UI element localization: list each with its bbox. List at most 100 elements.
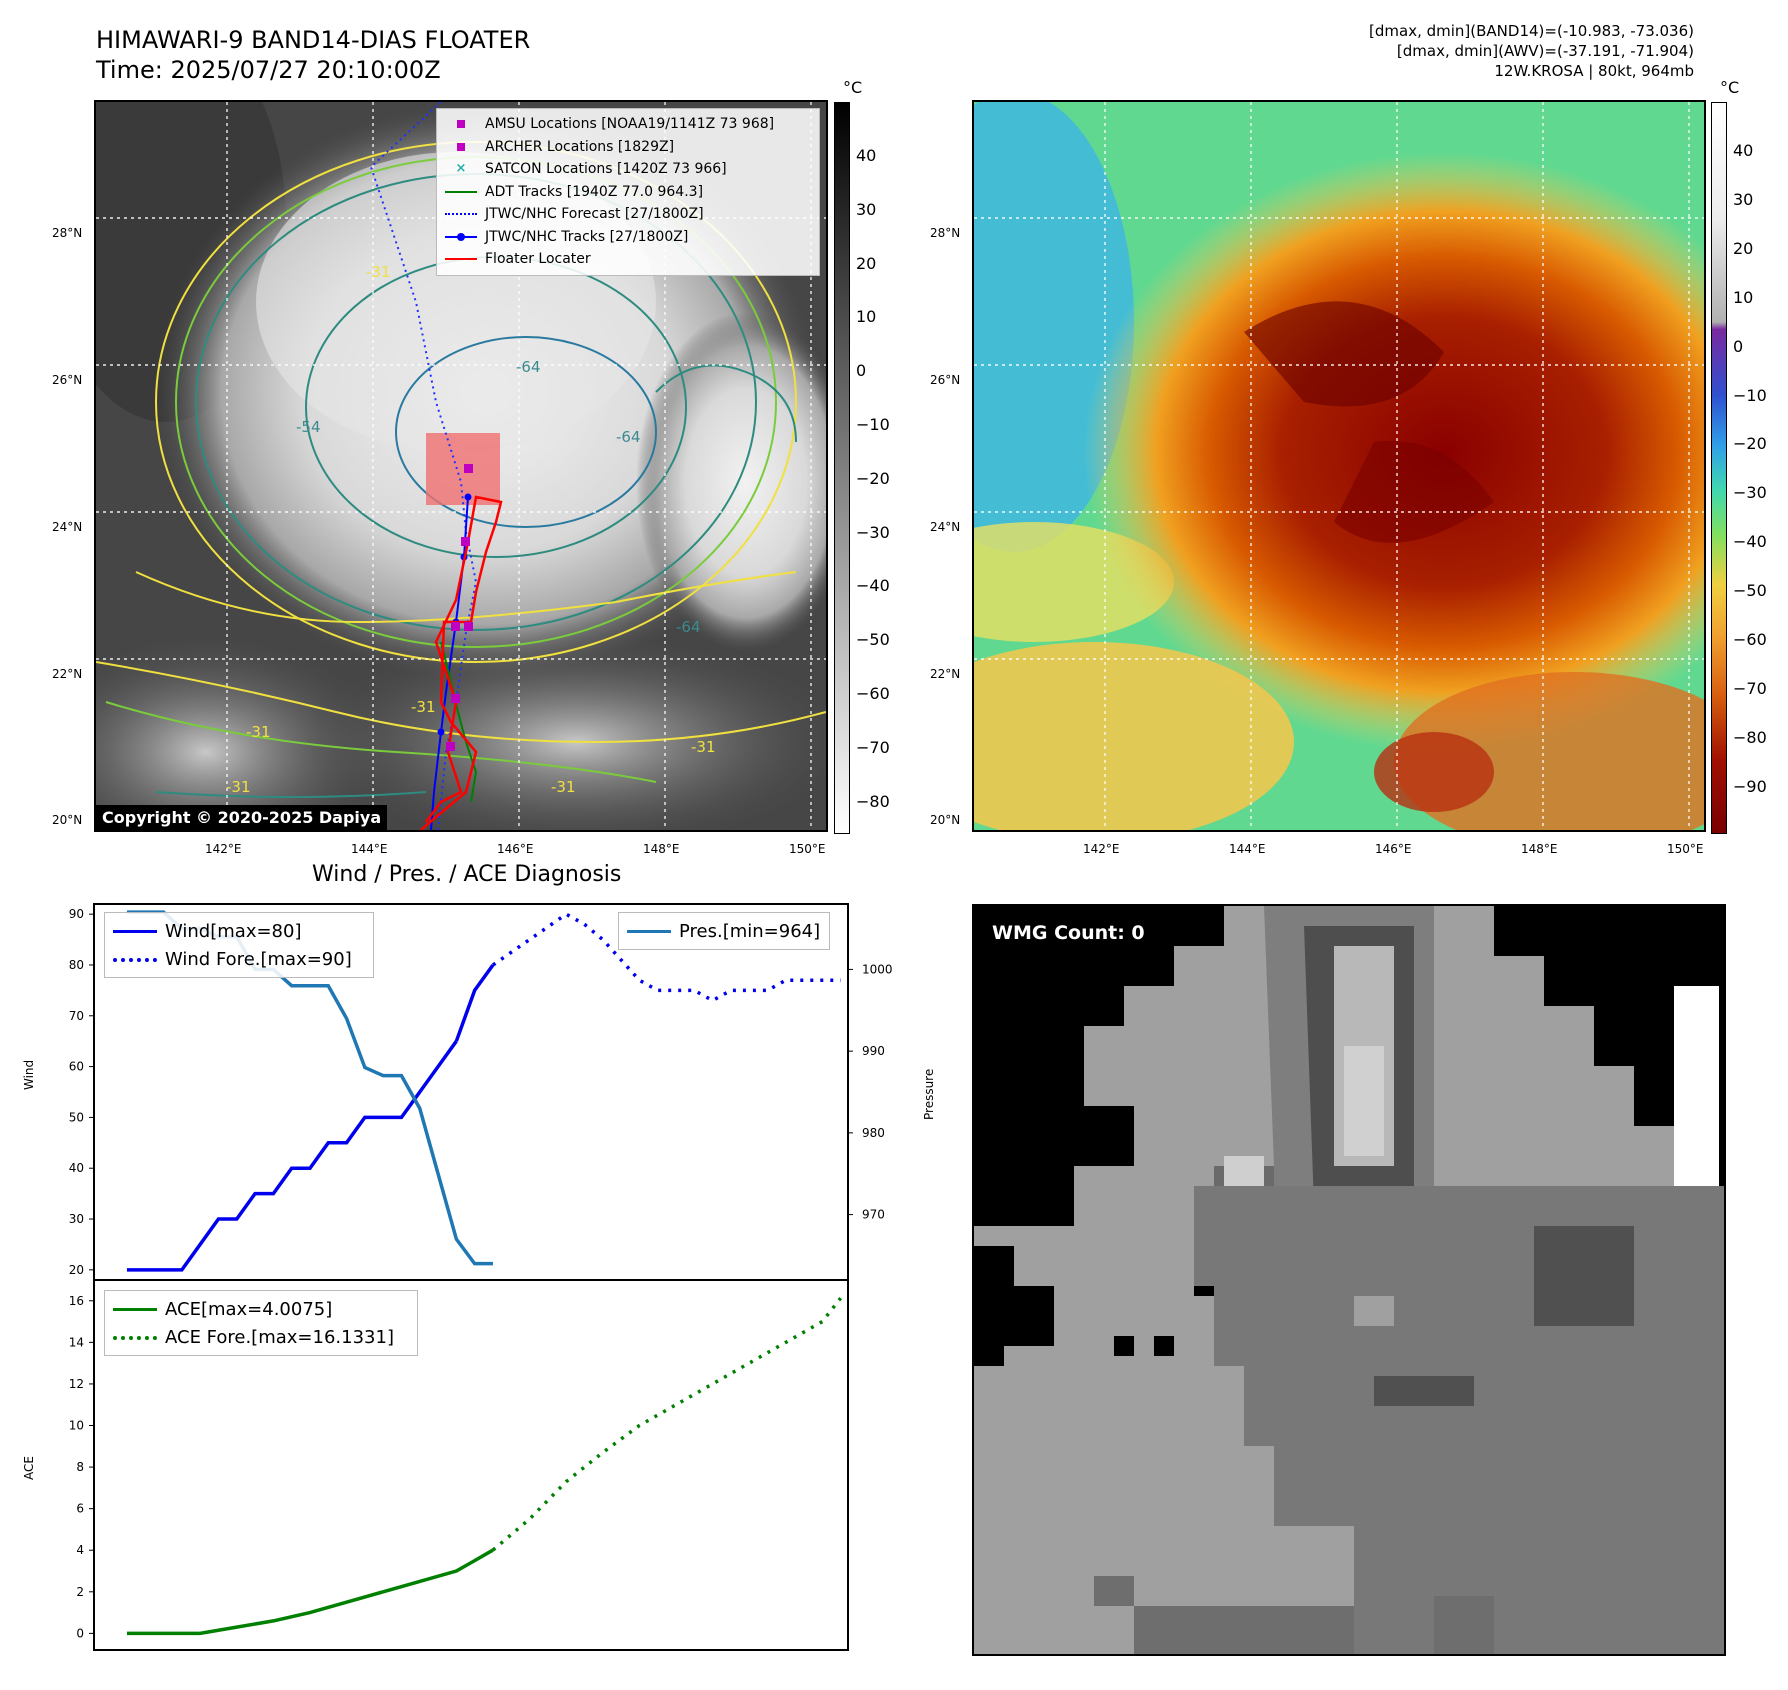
legend-label: Wind[max=80] [165, 920, 302, 942]
contour-label: -31 [366, 263, 391, 281]
lat-label: 28°N [930, 226, 961, 240]
legend-item-ace-forecast: ACE Fore.[max=16.1331] [113, 1323, 409, 1351]
pressure-legend: Pres.[min=964] [618, 912, 830, 950]
lat-label: 24°N [930, 520, 961, 534]
colorbar-tick: −10 [856, 415, 890, 434]
ace-plot-frame [93, 1279, 849, 1651]
contour-label: -31 [691, 738, 716, 756]
colorbar-tick: −90 [1733, 776, 1767, 796]
legend-label: ACE Fore.[max=16.1331] [165, 1326, 394, 1348]
colorbar-tick: −80 [1733, 727, 1767, 747]
colorbar-tick: 10 [856, 307, 877, 327]
legend-label: AMSU Locations [NOAA19/1141Z 73 968] [485, 116, 775, 133]
colorbar-tick: 40 [856, 146, 877, 165]
legend-label: ARCHER Locations [1829Z] [485, 138, 675, 155]
colorbar-tick: −60 [856, 684, 890, 703]
colorbar-tick: 40 [1733, 141, 1754, 160]
colorbar-tick: 30 [1733, 189, 1754, 209]
legend-item-archer: ARCHER Locations [1829Z] [445, 136, 811, 159]
colorbar-tick: −50 [1733, 581, 1767, 601]
wmg-image [974, 906, 1724, 1654]
ace-tick-label: 16 [69, 1294, 84, 1308]
wind-tick-label: 90 [69, 907, 84, 921]
legend-item-floater: Floater Locater [445, 248, 811, 271]
wind-tick-label: 80 [69, 958, 84, 972]
lat-label: 22°N [930, 667, 961, 681]
wind-line [454, 963, 495, 1042]
colorbar-tick: 20 [856, 253, 877, 273]
colorbar-tick: −40 [1733, 532, 1767, 552]
wmg-count-badge: WMG Count: 0 [986, 918, 1151, 948]
map-legend: AMSU Locations [NOAA19/1141Z 73 968] ARC… [436, 108, 820, 276]
legend-label: Pres.[min=964] [679, 920, 821, 942]
colorbar-tick: −20 [856, 468, 890, 488]
legend-item-wind: Wind[max=80] [113, 917, 365, 945]
colorbar-right-unit: °C [1720, 78, 1740, 97]
wind-line [126, 1040, 458, 1272]
awv-map-panel [972, 100, 1706, 832]
lon-label: 150°E [1667, 842, 1704, 856]
colorbar-tick: 0 [1733, 336, 1744, 356]
figure-title: HIMAWARI-9 BAND14-DIAS FLOATER [96, 26, 531, 54]
ace-tick-label: 8 [76, 1460, 84, 1474]
lat-label: 22°N [52, 667, 83, 681]
lat-label: 20°N [52, 813, 83, 827]
wind-legend: Wind[max=80] Wind Fore.[max=90] [104, 912, 374, 978]
ace-forecast-line [491, 1296, 843, 1552]
contour-label: -64 [516, 358, 541, 376]
colorbar-tick: −80 [856, 791, 890, 811]
legend-item-jtwc-forecast: JTWC/NHC Forecast [27/1800Z] [445, 203, 811, 226]
wind-tick-label: 70 [69, 1009, 84, 1023]
wind-tick-label: 20 [69, 1263, 84, 1277]
lat-label: 28°N [52, 226, 83, 240]
colorbar-tick: −60 [1733, 630, 1767, 649]
legend-label: SATCON Locations [1420Z 73 966] [485, 161, 727, 178]
pressure-tick-label: 1000 [862, 962, 893, 976]
ace-tick-label: 2 [76, 1585, 84, 1599]
ace-tick-label: 4 [76, 1543, 84, 1557]
ace-tick-label: 0 [76, 1626, 84, 1640]
contour-label: -31 [226, 778, 251, 796]
legend-item-ace: ACE[max=4.0075] [113, 1295, 409, 1323]
wind-tick-label: 30 [69, 1212, 84, 1226]
pressure-tick-label: 970 [862, 1208, 885, 1222]
colorbar-tick: −20 [1733, 434, 1767, 454]
contour-label: -64 [676, 618, 701, 636]
legend-item-satcon: × SATCON Locations [1420Z 73 966] [455, 161, 727, 178]
legend-item-amsu: AMSU Locations [NOAA19/1141Z 73 968] [445, 113, 811, 136]
ace-tick-label: 14 [69, 1335, 84, 1349]
colorbar-tick: −70 [856, 737, 890, 757]
lon-label: 148°E [1521, 842, 1558, 856]
ace-tick-label: 6 [76, 1502, 84, 1516]
contour-label: -54 [296, 418, 321, 436]
legend-label: Wind Fore.[max=90] [165, 948, 352, 970]
diagnosis-chart: 20 30 40 50 60 70 80 90 970 980 990 1000 0 2 4 6 8 10 12 14… [69, 903, 893, 1651]
awv-map-image [974, 102, 1704, 830]
contour-label: -31 [411, 698, 436, 716]
ir-map-panel: -64 -54 -64 -31 -31 -31 -64 -31 -31 -31 … [94, 100, 828, 832]
legend-item-jtwc-tracks: JTWC/NHC Tracks [27/1800Z] [445, 226, 811, 249]
info-line-2: [dmax, dmin](AWV)=(-37.191, -71.904) [1396, 42, 1694, 60]
lat-label: 26°N [52, 373, 83, 387]
copyright-label: Copyright © 2020-2025 Dapiya [96, 805, 388, 830]
colorbar-tick: 10 [1733, 287, 1754, 307]
colorbar-tick: −50 [856, 630, 890, 650]
legend-label: ACE[max=4.0075] [165, 1298, 333, 1320]
info-line-3: 12W.KROSA | 80kt, 964mb [1494, 62, 1694, 80]
contour-label: -64 [616, 428, 641, 446]
lon-label: 146°E [497, 842, 534, 856]
colorbar-tick: 30 [856, 199, 877, 219]
pressure-tick-label: 990 [862, 1044, 885, 1058]
lon-label: 144°E [1229, 842, 1266, 856]
lon-label: 146°E [1375, 842, 1412, 856]
colorbar-tick: −30 [1733, 483, 1767, 503]
legend-item-pressure: Pres.[min=964] [627, 917, 821, 945]
legend-item-wind-forecast: Wind Fore.[max=90] [113, 945, 365, 973]
lat-label: 20°N [930, 813, 961, 827]
pressure-tick-label: 980 [862, 1126, 885, 1140]
ace-legend: ACE[max=4.0075] ACE Fore.[max=16.1331] [104, 1290, 418, 1356]
colorbar-tick: −30 [856, 522, 890, 542]
lat-label: 26°N [930, 373, 961, 387]
wind-tick-label: 60 [69, 1060, 84, 1074]
contour-label: -31 [246, 723, 271, 741]
